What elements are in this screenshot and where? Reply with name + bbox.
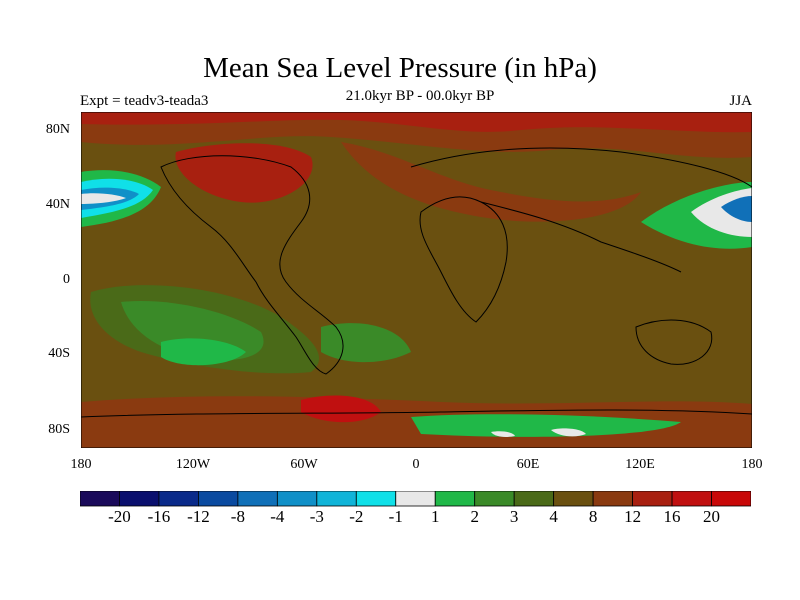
colorbar [80,491,751,507]
lon-tick-120w: 120W [175,457,211,472]
colorbar-swatch [158,491,199,507]
experiment-label: Expt = teadv3-teada3 [80,93,209,109]
colorbar-swatch [474,491,515,507]
africa-coast [419,196,508,323]
colorbar-swatch [80,491,120,507]
colorbar-swatch [198,491,239,507]
colorbar-label: 8 [588,507,598,526]
australia-coast [635,319,713,365]
colorbar-label: -20 [108,507,131,526]
colorbar-swatch [513,491,555,507]
eurasia-coast [410,147,752,273]
antarctica-coast [81,409,752,418]
south-atlantic-green [321,323,411,363]
colorbar-swatch [632,491,673,507]
colorbar-label: -4 [270,507,285,526]
colorbar-label: -16 [147,507,171,526]
colorbar-swatch [316,491,357,507]
lat-tick-80n: 80N [45,122,70,137]
east-antarctic-white-1 [551,428,586,437]
colorbar-label: 4 [549,507,558,526]
lat-tick-0: 0 [63,272,70,287]
north-16-contour [81,112,752,133]
americas-coast [160,155,344,375]
colorbar-label: 2 [470,507,479,526]
lon-tick-0: 0 [412,457,420,472]
map-subtitle: 21.0kyr BP - 00.0kyr BP [345,88,495,104]
colorbar-swatch [395,491,436,507]
colorbar-swatch [671,491,712,507]
colorbar-label: 12 [624,507,642,526]
colorbar-swatch [355,491,397,507]
pressure-anomaly-map [81,112,752,448]
colorbar-swatch [276,491,318,507]
colorbar-swatch [119,491,160,507]
colorbar-label: 1 [430,507,440,526]
colorbar-label: 20 [703,507,721,526]
colorbar-swatch [553,491,594,507]
colorbar-label: -1 [388,507,403,526]
lon-tick-60w: 60W [290,457,318,472]
season-label: JJA [729,93,752,109]
colorbar-swatch [592,491,633,507]
colorbar-label: -8 [230,507,245,526]
colorbar-swatch [237,491,278,507]
north-america-high [175,143,313,203]
lon-tick-120e: 120E [625,457,655,472]
east-antarctic-green [411,414,681,437]
lat-tick-40n: 40N [45,197,70,212]
colorbar-label: -3 [309,507,324,526]
colorbar-swatch [711,491,751,507]
colorbar-label: -12 [187,507,210,526]
coastlines [81,147,752,418]
colorbar-label: 3 [509,507,519,526]
east-antarctic-white-2 [491,431,515,437]
lon-tick-180w: 180 [70,457,92,472]
map-title: Mean Sea Level Pressure (in hPa) [203,52,597,84]
colorbar-label: 16 [663,507,681,526]
lat-tick-80s: 80S [48,422,70,437]
colorbar-swatch [434,491,476,507]
colorbar-label: -2 [349,507,364,526]
lon-tick-60e: 60E [516,457,540,472]
antarctic-peninsula-high [301,395,381,423]
south-pacific-bright [161,338,246,366]
eurasia-high [341,142,641,222]
nw-pacific-white [81,193,126,204]
lon-tick-180e: 180 [741,457,763,472]
ne-pacific-blue [721,196,752,222]
lat-tick-40s: 40S [48,346,70,361]
